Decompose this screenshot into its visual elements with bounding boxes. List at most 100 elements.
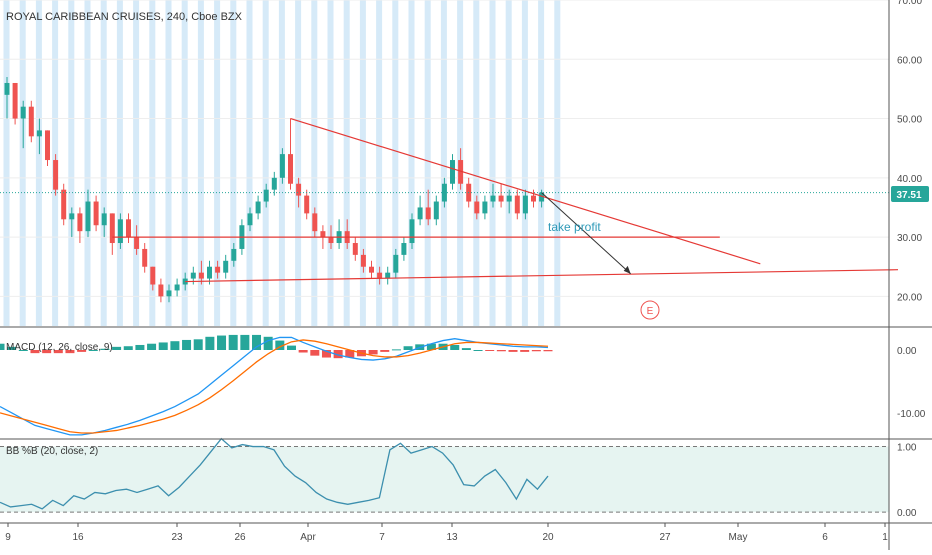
candle-body: [288, 154, 293, 184]
candle-body: [93, 201, 99, 226]
macd-histogram-bar: [7, 346, 17, 350]
session-band: [68, 0, 75, 326]
macd-histogram-bar: [170, 341, 180, 350]
macd-histogram-bar: [520, 350, 530, 352]
macd-histogram-bar: [42, 350, 52, 354]
candle-body: [4, 82, 10, 95]
candle-body: [109, 213, 115, 244]
session-band: [35, 0, 42, 326]
bb-legend: BB %B (20, close, 2): [6, 446, 98, 457]
candle-body: [401, 243, 407, 255]
session-band: [538, 0, 545, 326]
bb-band: [0, 446, 889, 513]
session-band: [424, 0, 431, 326]
candle-body: [20, 106, 26, 119]
macd-histogram-bar: [310, 350, 320, 356]
candle-body: [134, 237, 140, 249]
macd-histogram-bar: [508, 350, 518, 352]
macd-histogram-bar: [368, 350, 378, 355]
candle-body: [85, 201, 91, 232]
macd-histogram-bar: [275, 340, 285, 350]
last-price-badge-bg: [891, 186, 929, 202]
price-tick-label: 30.00: [897, 233, 922, 244]
macd-histogram-bar: [380, 350, 390, 352]
macd-histogram-bar: [100, 348, 110, 350]
candle-body: [45, 130, 50, 161]
candle-body: [223, 260, 229, 273]
session-band: [311, 0, 318, 326]
macd-histogram-bar: [321, 350, 331, 358]
candle-body: [142, 248, 148, 267]
price-pane: [0, 77, 899, 303]
session-band: [408, 0, 415, 326]
candle-body: [360, 254, 366, 267]
macd-histogram-bar: [333, 350, 343, 359]
macd-histogram-bar: [252, 334, 262, 350]
session-band: [489, 0, 496, 326]
candle-body: [53, 160, 59, 190]
trendline-2: [185, 269, 899, 283]
candle-body: [320, 231, 326, 238]
session-band: [505, 0, 512, 326]
bb-tick-label: 0.00: [897, 508, 917, 519]
candle-body: [207, 266, 212, 279]
session-band: [3, 0, 10, 326]
session-band: [214, 0, 221, 326]
candle-body: [231, 248, 237, 261]
last-price-badge: 37.51: [891, 186, 929, 202]
candle-body: [304, 195, 310, 214]
macd-histogram-bar: [193, 339, 203, 350]
candle-body: [531, 195, 536, 202]
macd-histogram-bar: [531, 350, 541, 352]
candle-body: [279, 154, 285, 178]
macd-histogram-bar: [30, 350, 40, 354]
take-profit-label: take profit: [548, 220, 601, 234]
bb-line: [0, 437, 549, 510]
last-price-value: 37.51: [896, 190, 921, 201]
session-band: [359, 0, 366, 326]
signal-line: [0, 339, 549, 434]
macd-histogram-bar: [461, 348, 471, 350]
earnings-marker-circle: [640, 300, 660, 320]
session-band: [392, 0, 399, 326]
bb-tick-label: 1.00: [897, 443, 917, 454]
macd-histogram-bar: [65, 350, 75, 354]
macd-histogram-bar: [88, 350, 98, 351]
session-band: [19, 0, 26, 326]
macd-histogram-bar: [217, 335, 227, 350]
session-band: [230, 0, 237, 326]
macd-histogram-bar: [286, 345, 296, 350]
x-tick-label: Apr: [300, 532, 316, 543]
price-tick-label: 40.00: [897, 174, 922, 185]
candle-body: [474, 201, 480, 214]
bb-pane: [0, 437, 889, 513]
macd-histogram-bar: [182, 339, 192, 350]
session-band: [116, 0, 123, 326]
candle-body: [433, 201, 439, 220]
candle-body: [498, 195, 504, 202]
candle-body: [377, 272, 383, 279]
candle-body: [369, 266, 374, 273]
x-tick-label: 6: [822, 532, 828, 543]
macd-histogram-bar: [135, 344, 145, 350]
candle-body: [198, 272, 204, 279]
earnings-marker[interactable]: E: [640, 300, 660, 320]
macd-histogram-bar: [403, 346, 413, 350]
candle-body: [458, 160, 464, 184]
x-tick-label: 9: [5, 532, 11, 543]
session-band: [165, 0, 172, 326]
candle-body: [352, 243, 358, 255]
candle-body: [126, 219, 131, 238]
x-tick-label: 20: [542, 532, 554, 543]
candle-body: [12, 82, 18, 119]
candle-body: [247, 213, 253, 226]
macd-pane: [0, 334, 553, 436]
candle-body: [296, 183, 302, 196]
session-band: [473, 0, 480, 326]
macd-histogram-bar: [240, 334, 250, 350]
candle-body: [255, 201, 261, 214]
candle-body: [182, 278, 188, 285]
x-tick-label: 1: [882, 532, 888, 543]
